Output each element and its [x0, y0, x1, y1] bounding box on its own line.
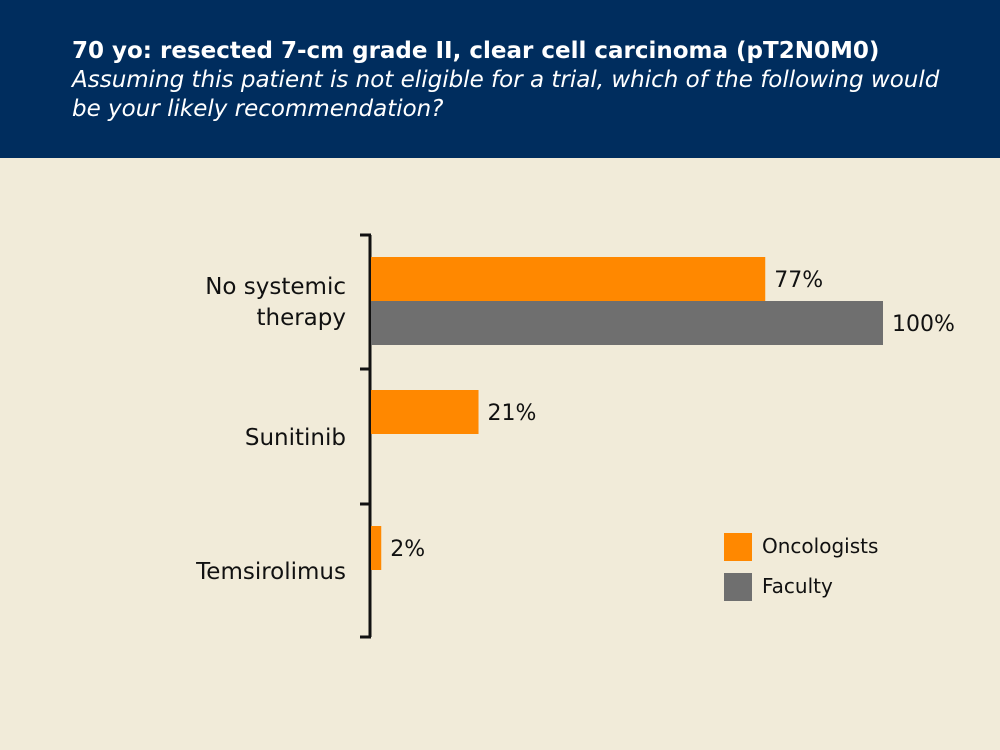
- category-label-line-2: therapy: [256, 305, 346, 331]
- bar-oncologists-1: [371, 390, 479, 434]
- legend-label-faculty: Faculty: [762, 574, 833, 598]
- bar-chart: 77% 100% 21% 2%: [360, 233, 955, 639]
- bar-oncologists-2: [371, 526, 382, 570]
- data-label-oncologists-2: 2%: [390, 537, 425, 562]
- slide-title: 70 yo: resected 7-cm grade II, clear cel…: [72, 38, 880, 64]
- category-label-sunitinib: Sunitinib: [244, 425, 346, 451]
- legend-label-oncologists: Oncologists: [762, 534, 879, 558]
- data-label-oncologists-1: 21%: [488, 401, 537, 426]
- category-axis: [360, 233, 372, 639]
- category-label-temsirolimus: Temsirolimus: [196, 559, 346, 585]
- bars-group: 77% 100% 21% 2%: [371, 257, 955, 570]
- legend-swatch-faculty: [724, 573, 752, 601]
- data-label-faculty-0: 100%: [892, 312, 955, 337]
- header-banner: 70 yo: resected 7-cm grade II, clear cel…: [0, 0, 1000, 158]
- slide-subtitle: Assuming this patient is not eligible fo…: [72, 67, 940, 122]
- bar-faculty-0: [371, 301, 883, 345]
- data-label-oncologists-0: 77%: [774, 268, 823, 293]
- category-label-no-systemic-therapy: No systemic therapy: [205, 272, 346, 334]
- bar-oncologists-0: [371, 257, 766, 301]
- legend-swatch-oncologists: [724, 533, 752, 561]
- category-label-line-1: No systemic: [205, 274, 346, 300]
